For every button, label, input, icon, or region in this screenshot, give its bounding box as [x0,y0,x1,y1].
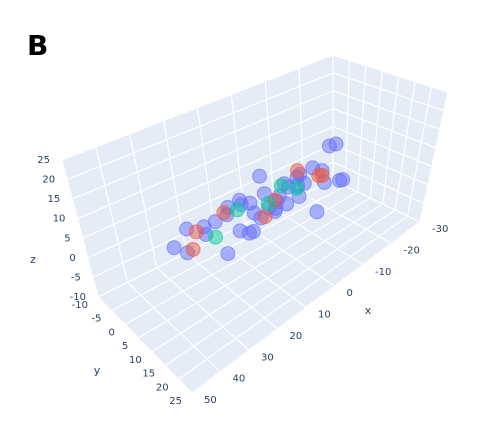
x-tick-label: 40 [233,374,246,385]
grid-line [382,76,400,205]
x-tick-label: 10 [318,310,331,321]
grid-line [129,133,158,268]
x-tick-label: 0 [347,288,353,299]
point [188,224,204,240]
grid-line [97,296,193,394]
point [311,168,327,184]
point [273,178,289,194]
floor [98,180,420,393]
x-tick-label: -10 [375,267,391,278]
grid-line [332,179,421,223]
point [185,241,201,257]
z-axis-title: z [30,253,36,266]
grid-line [61,54,334,161]
z-tick-label: 20 [42,175,55,186]
x-tick-label: -30 [432,224,448,235]
grid-line [406,86,433,217]
y-tick-label: 15 [142,369,155,380]
x-tick-label: 30 [261,352,274,363]
point [309,204,325,220]
y-tick-label: 25 [169,396,182,407]
panel-label: B [27,29,48,62]
y-tick-label: 5 [122,341,128,352]
x-tick-label: 20 [290,331,303,342]
grid-line [303,194,392,244]
point [332,172,348,188]
y-tick-label: -10 [72,300,88,311]
grid-line [87,143,334,259]
x-tick-label: 50 [204,395,217,406]
grid-line [332,143,429,186]
grid-line [332,90,441,130]
point [208,229,224,245]
grid-line [61,159,99,298]
grid-line [264,81,275,210]
grid-line [332,161,425,204]
z-tick-label: 15 [48,194,61,205]
grid-line [332,125,433,167]
grid-line [185,252,278,330]
grid-line [394,81,416,211]
point [216,205,232,221]
z-tick-label: 25 [37,155,50,166]
grid-line [72,90,334,200]
grid-line [66,72,334,181]
grid-line [151,203,384,353]
x-axis-title: x [365,304,372,317]
grid-line [419,91,449,223]
point [229,202,245,218]
y-tick-label: -5 [91,314,101,325]
point [290,163,306,179]
z-tick-label: -10 [70,292,86,303]
x-tick-label: -20 [404,245,420,256]
grid-line [332,108,437,149]
point [260,196,276,212]
point [257,209,273,225]
point [220,246,236,262]
grid-line [357,65,367,193]
grid-line [332,54,449,93]
point [252,168,268,184]
z-tick-label: 0 [69,253,75,264]
y-tick-label: 20 [156,382,169,393]
grid-line [332,72,445,112]
grid-line [77,108,334,220]
grid-line [126,281,221,373]
y-axis-title: y [94,364,101,377]
grid-line [369,70,383,199]
point [321,138,337,154]
point [289,180,305,196]
grid-line [95,146,128,283]
grid-line [164,209,396,367]
y-tick-label: 10 [129,355,142,366]
grid-line [137,197,371,339]
grid-line [156,267,250,351]
grid-line [273,208,364,266]
point [166,240,182,256]
z-tick-label: -5 [71,272,81,283]
grid-line [191,221,421,394]
y-tick-label: 0 [108,327,114,338]
z-tick-label: 5 [64,233,70,244]
grid-line [178,215,408,380]
wall [62,55,333,297]
point [232,223,248,239]
grid-line [344,60,351,187]
grid-line [82,125,334,239]
z-tick-label: 10 [53,214,66,225]
